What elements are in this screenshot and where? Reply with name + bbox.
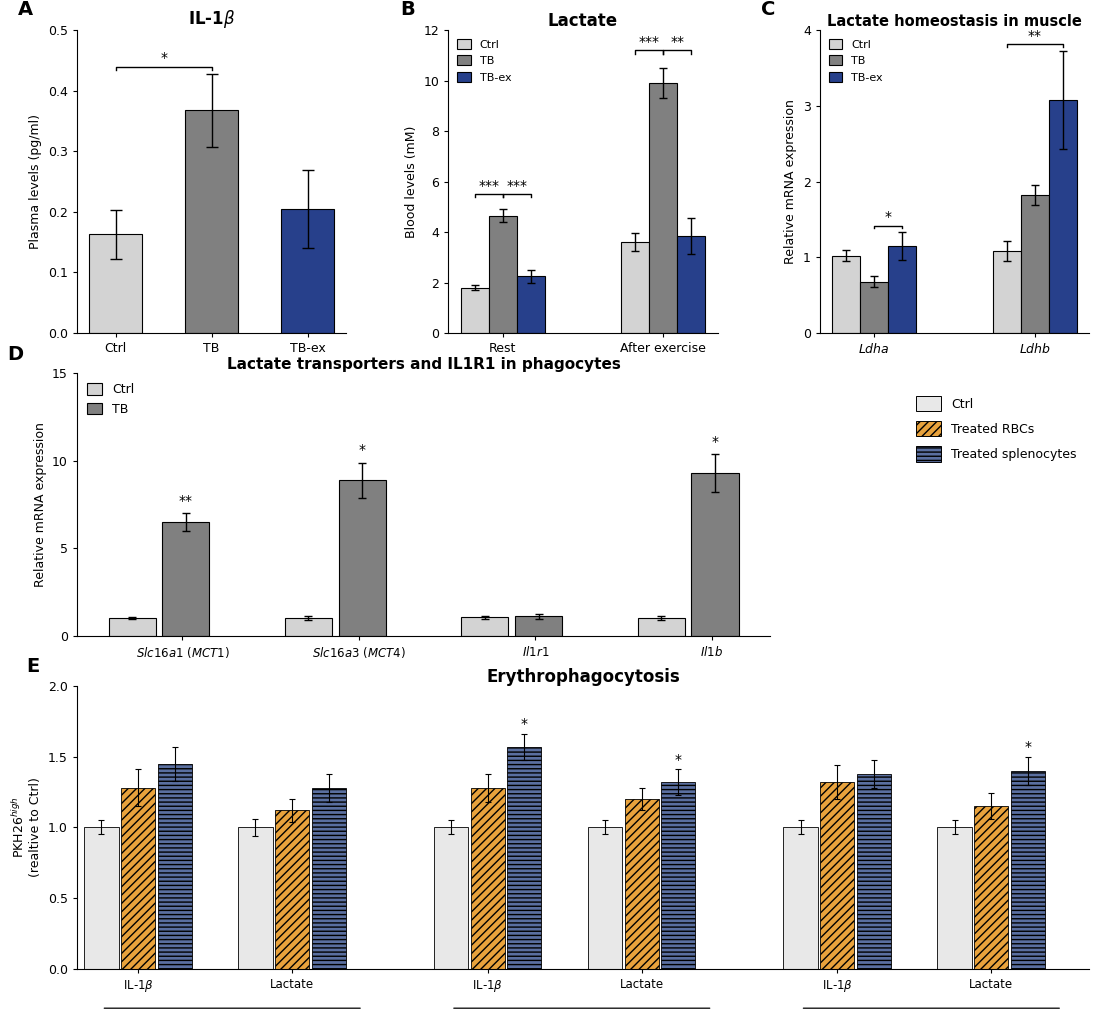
Bar <box>821 782 855 969</box>
Bar <box>517 276 544 333</box>
Bar <box>993 251 1021 333</box>
Bar <box>339 480 386 636</box>
Bar <box>461 618 508 636</box>
Bar <box>783 827 817 969</box>
Title: IL-1$\beta$: IL-1$\beta$ <box>188 8 235 30</box>
Y-axis label: Blood levels (mM): Blood levels (mM) <box>405 125 418 238</box>
Bar <box>185 110 238 333</box>
Legend: Ctrl, TB, TB-ex: Ctrl, TB, TB-ex <box>825 36 886 86</box>
Y-axis label: PKH26$^{high}$
(realtive to Ctrl): PKH26$^{high}$ (realtive to Ctrl) <box>11 778 43 877</box>
Bar <box>311 788 345 969</box>
Title: Lactate homeostasis in muscle: Lactate homeostasis in muscle <box>827 14 1082 29</box>
Bar <box>692 473 738 636</box>
Bar <box>888 246 916 333</box>
Bar <box>157 764 191 969</box>
Title: Lactate: Lactate <box>548 12 618 30</box>
Bar <box>488 216 517 333</box>
Bar <box>507 747 541 969</box>
Bar <box>85 827 119 969</box>
Bar <box>638 619 684 636</box>
Bar <box>625 799 659 969</box>
Text: *: * <box>674 753 682 767</box>
Text: *: * <box>520 717 528 732</box>
Text: *: * <box>884 211 891 224</box>
Bar <box>282 209 334 333</box>
Bar <box>433 827 469 969</box>
Text: *: * <box>1024 740 1032 754</box>
Bar <box>975 806 1009 969</box>
Bar <box>515 616 562 636</box>
Bar <box>163 522 209 636</box>
Bar <box>461 288 488 333</box>
Bar <box>239 827 273 969</box>
Text: *: * <box>359 443 365 457</box>
Bar <box>860 282 888 333</box>
Text: **: ** <box>670 35 684 49</box>
Text: A: A <box>18 0 33 19</box>
Bar <box>621 242 649 333</box>
Text: ***: *** <box>478 179 499 193</box>
Text: C: C <box>760 0 775 19</box>
Bar <box>661 782 695 969</box>
Y-axis label: Relative mRNA expression: Relative mRNA expression <box>33 422 46 587</box>
Text: *: * <box>161 51 167 66</box>
Text: D: D <box>8 345 24 364</box>
Bar <box>587 827 623 969</box>
Text: *: * <box>712 435 718 449</box>
Bar <box>275 810 309 969</box>
Legend: Ctrl, TB: Ctrl, TB <box>84 379 138 420</box>
Text: E: E <box>26 657 40 676</box>
Title: Erythrophagocytosis: Erythrophagocytosis <box>486 668 680 686</box>
Y-axis label: Relative mRNA expression: Relative mRNA expression <box>784 99 798 264</box>
Bar <box>285 619 332 636</box>
Legend: Ctrl, TB, TB-ex: Ctrl, TB, TB-ex <box>454 36 515 86</box>
Bar <box>937 827 971 969</box>
Bar <box>471 788 505 969</box>
Title: Lactate transporters and IL1R1 in phagocytes: Lactate transporters and IL1R1 in phagoc… <box>227 357 620 372</box>
Bar <box>832 255 860 333</box>
Text: **: ** <box>1027 28 1042 42</box>
Text: B: B <box>400 0 415 19</box>
Bar <box>1021 196 1048 333</box>
Bar <box>1011 771 1045 969</box>
Bar <box>121 788 155 969</box>
Bar <box>857 774 891 969</box>
Bar <box>1048 100 1077 333</box>
Bar <box>678 236 705 333</box>
Bar <box>109 619 155 636</box>
Text: ***: *** <box>506 179 527 193</box>
Bar <box>89 234 142 333</box>
Text: **: ** <box>179 494 192 508</box>
Bar <box>649 84 678 333</box>
Legend: Ctrl, Treated RBCs, Treated splenocytes: Ctrl, Treated RBCs, Treated splenocytes <box>910 389 1082 468</box>
Y-axis label: Plasma levels (pg/ml): Plasma levels (pg/ml) <box>30 114 43 249</box>
Text: ***: *** <box>639 35 660 49</box>
